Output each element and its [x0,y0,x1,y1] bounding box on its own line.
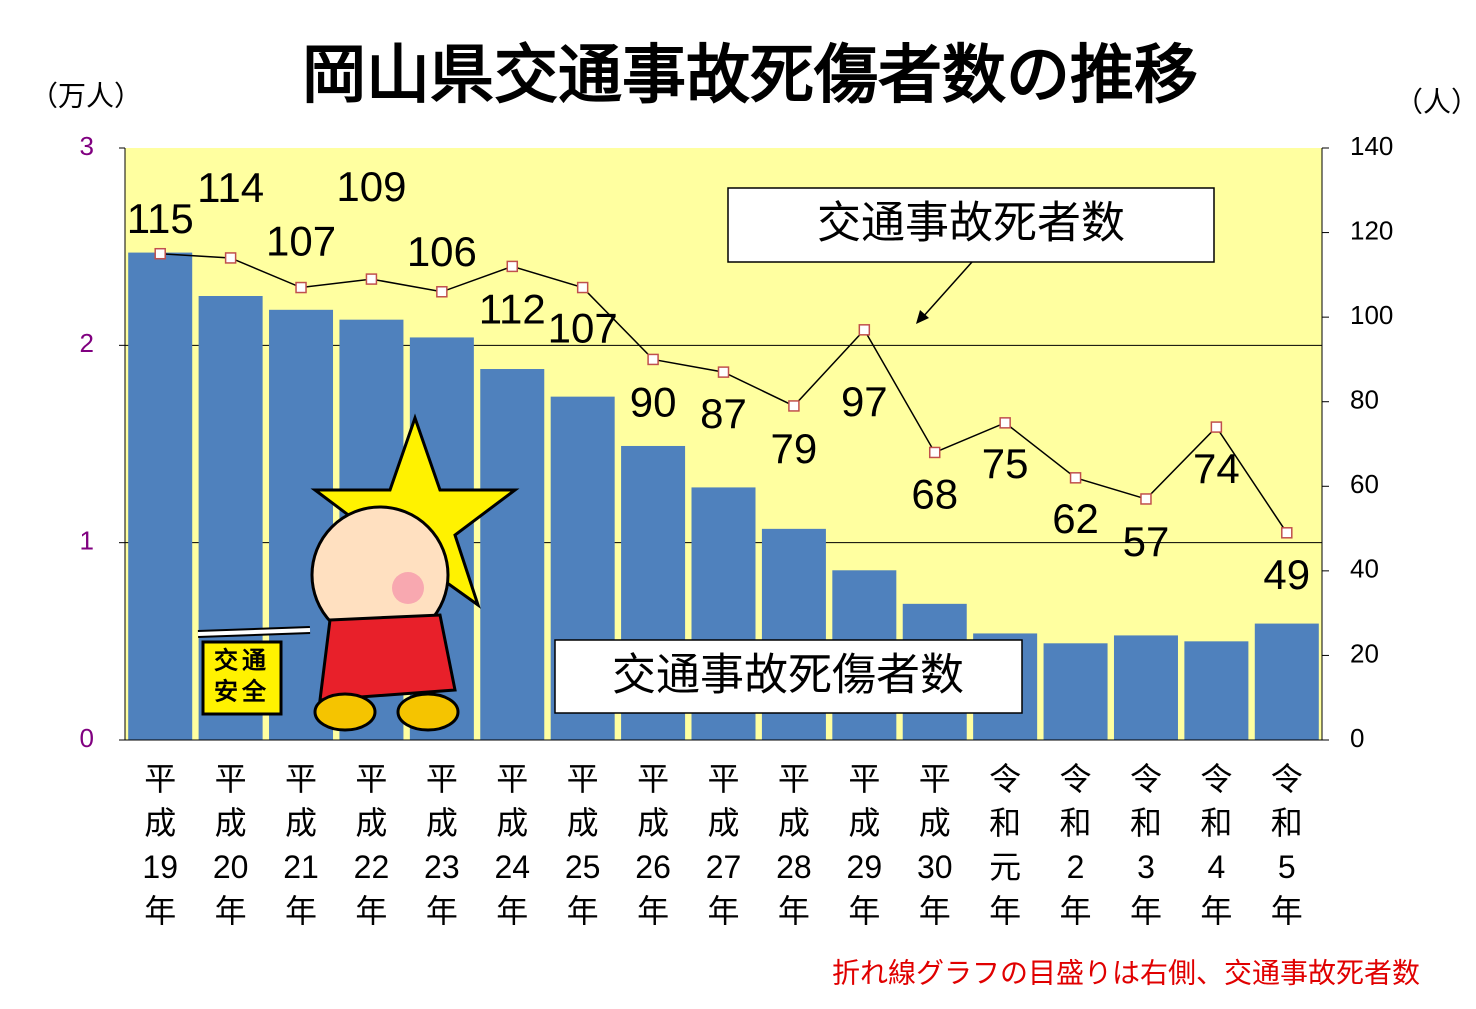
x-tick-label: 平成 23 年 [424,761,460,929]
x-tick-label: 平成 21 年 [283,761,319,929]
marker [858,324,871,336]
series-name: 交通事故死傷者数 [612,651,964,700]
bar [1184,641,1249,740]
data-label: 57 [1123,518,1170,565]
callout-box [554,639,1023,714]
y2-tick-label: 40 [1350,554,1379,584]
mascot-foot [396,692,460,732]
x-tick-label: 平成 22 年 [354,761,390,929]
marker [999,417,1011,429]
marker [436,286,448,298]
x-tick-label: 令和 4 年 [1200,761,1232,929]
data-label: 87 [700,390,747,437]
y-tick-label: 0 [80,723,94,753]
data-label: 75 [982,440,1029,487]
y2-tick-label: 100 [1350,300,1393,330]
x-tick-label: 平成 19 年 [142,761,178,929]
x-tick-label: 平成 20 年 [213,761,249,929]
x-tick-label: 平成 26 年 [635,761,671,929]
sign-text: 交通 [214,646,270,674]
marker [1140,493,1152,505]
x-tick-label: 令和 2 年 [1060,761,1092,929]
y2-tick-label: 0 [1350,723,1364,753]
y2-axis-label: （人） [1395,86,1476,117]
data-label: 62 [1052,495,1099,542]
marker [1210,421,1223,433]
data-label: 97 [841,378,888,425]
marker [928,446,941,459]
y2-tick-label: 60 [1350,469,1379,499]
sign [201,640,283,716]
marker [1281,527,1293,539]
bar [1113,635,1178,740]
marker [506,260,519,273]
y2-tick-label: 120 [1350,215,1393,245]
x-tick-label: 平成 27 年 [706,761,742,929]
data-label: 107 [548,305,618,352]
marker [576,281,589,294]
data-label: 79 [771,425,818,472]
data-label: 112 [479,285,546,332]
bar [480,369,545,740]
mascot-foot [313,692,377,732]
y-tick-label: 2 [80,328,94,358]
x-tick-label: 平成 24 年 [494,761,530,929]
y2-tick-label: 80 [1350,385,1379,415]
mascot-cheek [392,572,424,604]
mascot-body [318,613,457,702]
bar [1043,643,1108,740]
callout-box [727,187,1215,263]
data-label: 114 [197,164,264,211]
bar [128,252,193,740]
data-label: 115 [127,195,194,242]
series-name: 交通事故死者数 [817,199,1125,248]
marker [717,366,730,378]
y-tick-label: 1 [80,526,94,556]
marker [365,273,378,285]
data-label: 49 [1263,551,1310,598]
x-tick-label: 平成 29 年 [847,761,883,929]
x-tick-label: 平成 28 年 [776,761,812,929]
chart-title: 岡山県交通事故死傷者数の推移 [302,39,1198,111]
marker [647,353,659,366]
bar [1254,623,1319,740]
data-label: 74 [1193,445,1240,492]
x-tick-label: 平成 25 年 [565,761,601,929]
note: 折れ線グラフの目盛りは右側、交通事故死者数 [832,957,1420,988]
x-tick-label: 令和 3 年 [1130,761,1162,929]
data-label: 106 [407,228,477,275]
y2-tick-label: 140 [1350,131,1393,161]
x-tick-label: 平成 30 年 [917,761,953,929]
marker [224,252,237,264]
marker [295,281,307,294]
marker [154,247,166,260]
data-label: 109 [336,163,406,210]
marker [1069,472,1082,484]
marker [788,400,800,412]
data-label: 90 [630,379,677,426]
x-tick-label: 令和元年 [989,761,1021,929]
sign-pole [197,628,311,636]
data-label: 107 [266,218,336,265]
y-tick-label: 3 [80,131,94,161]
callout-arrow [921,261,973,319]
callout-arrowhead [916,310,929,324]
x-tick-label: 令和 5 年 [1271,761,1303,929]
sign-text: 安全 [214,677,270,705]
y-axis-label: （万人） [30,80,142,111]
y2-tick-label: 20 [1350,638,1379,668]
data-label: 68 [911,471,958,518]
